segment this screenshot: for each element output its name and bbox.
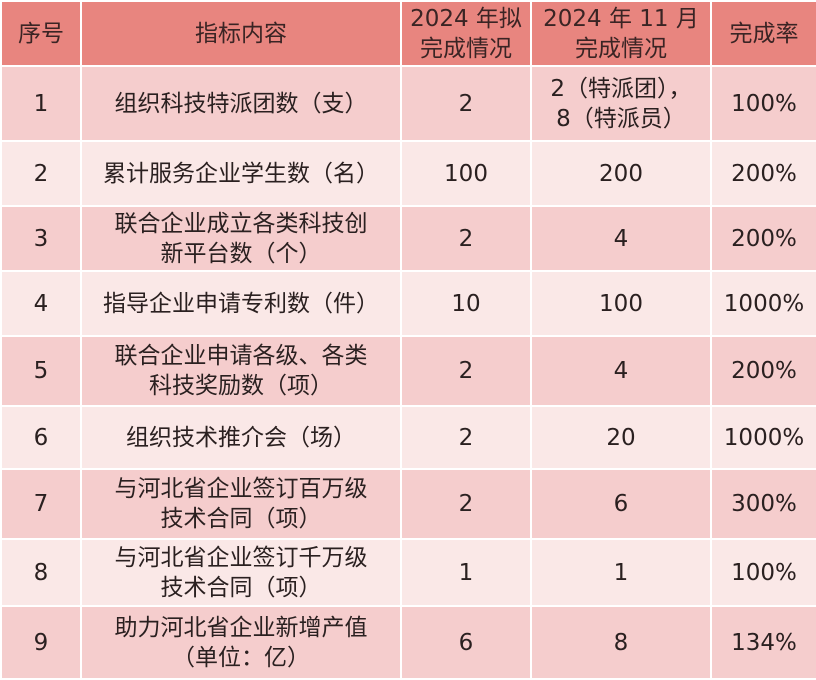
header-cell: 指标内容: [80, 0, 402, 67]
row-number: 2: [0, 140, 82, 207]
table-row: 2 累计服务企业学生数（名） 100 200 200%: [0, 140, 816, 207]
completion-rate: 100%: [710, 65, 816, 142]
planned: 2: [400, 65, 532, 142]
completion-rate: 1000%: [710, 405, 816, 470]
planned: 6: [400, 605, 532, 680]
row-number: 5: [0, 335, 82, 407]
completion-rate: 1000%: [710, 270, 816, 337]
completion-rate: 200%: [710, 205, 816, 272]
table-row: 4 指导企业申请专利数（件） 10 100 1000%: [0, 270, 816, 337]
planned: 2: [400, 205, 532, 272]
completion-rate: 100%: [710, 538, 816, 607]
header-row: 序号 指标内容 2024 年拟 完成情况 2024 年 11 月 完成情况 完成率: [0, 0, 816, 67]
planned: 1: [400, 538, 532, 607]
row-number: 9: [0, 605, 82, 680]
indicator: 与河北省企业签订百万级 技术合同（项）: [80, 468, 402, 540]
header-cell: 2024 年 11 月 完成情况: [530, 0, 712, 67]
row-number: 4: [0, 270, 82, 337]
table-row: 7 与河北省企业签订百万级 技术合同（项） 2 6 300%: [0, 468, 816, 540]
achieved: 6: [530, 468, 712, 540]
table-row: 1 组织科技特派团数（支） 2 2（特派团）， 8（特派员） 100%: [0, 65, 816, 142]
table-row: 9 助力河北省企业新增产值 （单位：亿） 6 8 134%: [0, 605, 816, 680]
achieved: 4: [530, 335, 712, 407]
completion-rate: 300%: [710, 468, 816, 540]
completion-rate: 200%: [710, 335, 816, 407]
achieved: 20: [530, 405, 712, 470]
row-number: 8: [0, 538, 82, 607]
table-body: 1 组织科技特派团数（支） 2 2（特派团）， 8（特派员） 100% 2 累计服务企业学生…: [0, 65, 816, 680]
header-cell: 2024 年拟 完成情况: [400, 0, 532, 67]
completion-rate: 200%: [710, 140, 816, 207]
planned: 100: [400, 140, 532, 207]
indicator: 组织科技特派团数（支）: [80, 65, 402, 142]
indicator: 联合企业成立各类科技创 新平台数（个）: [80, 205, 402, 272]
indicator: 与河北省企业签订千万级 技术合同（项）: [80, 538, 402, 607]
achieved: 2（特派团）， 8（特派员）: [530, 65, 712, 142]
row-number: 7: [0, 468, 82, 540]
table-row: 6 组织技术推介会（场） 2 20 1000%: [0, 405, 816, 470]
table-row: 5 联合企业申请各级、各类 科技奖励数（项） 2 4 200%: [0, 335, 816, 407]
indicator: 指导企业申请专利数（件）: [80, 270, 402, 337]
achieved: 1: [530, 538, 712, 607]
row-number: 6: [0, 405, 82, 470]
achieved: 8: [530, 605, 712, 680]
header-cell: 序号: [0, 0, 82, 67]
planned: 2: [400, 335, 532, 407]
achieved: 4: [530, 205, 712, 272]
header-cell: 完成率: [710, 0, 816, 67]
planned: 2: [400, 468, 532, 540]
achieved: 200: [530, 140, 712, 207]
table-row: 3 联合企业成立各类科技创 新平台数（个） 2 4 200%: [0, 205, 816, 272]
planned: 10: [400, 270, 532, 337]
indicator: 联合企业申请各级、各类 科技奖励数（项）: [80, 335, 402, 407]
completion-rate: 134%: [710, 605, 816, 680]
indicator: 累计服务企业学生数（名）: [80, 140, 402, 207]
row-number: 1: [0, 65, 82, 142]
indicator: 助力河北省企业新增产值 （单位：亿）: [80, 605, 402, 680]
row-number: 3: [0, 205, 82, 272]
planned: 2: [400, 405, 532, 470]
indicator: 组织技术推介会（场）: [80, 405, 402, 470]
table-row: 8 与河北省企业签订千万级 技术合同（项） 1 1 100%: [0, 538, 816, 607]
achieved: 100: [530, 270, 712, 337]
